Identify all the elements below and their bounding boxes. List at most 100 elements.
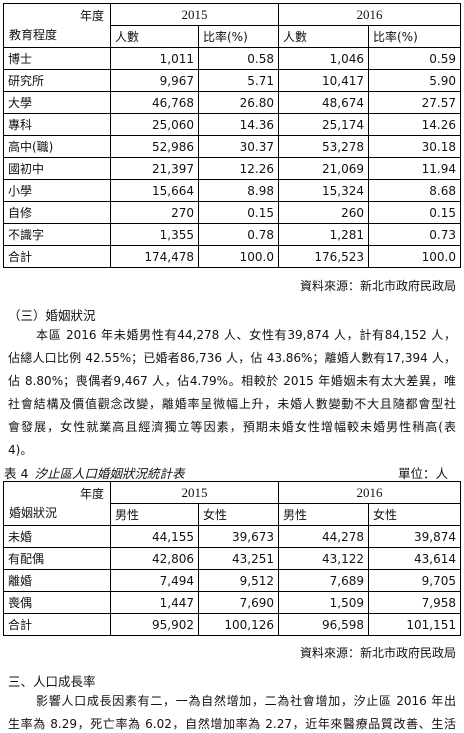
cell: 1,447: [110, 591, 199, 614]
row-label: 喪偶: [3, 591, 111, 614]
table-caption: 表 4 汐止區人口婚姻狀況統計表: [4, 463, 184, 482]
cell: 48,674: [278, 91, 369, 114]
data-row: 自修 270 0.15 260 0.15: [3, 201, 461, 224]
row-label: 有配偶: [3, 547, 111, 570]
cell: 0.73: [368, 223, 461, 246]
corner-top: 年度: [79, 9, 104, 23]
cell: 26.80: [198, 91, 279, 114]
cell: 96,598: [278, 613, 369, 636]
cell: 9,705: [368, 569, 461, 592]
data-row: 未婚 44,155 39,673 44,278 39,874: [3, 525, 461, 548]
header-row: 年度 婚姻狀況 2015 2016: [3, 481, 461, 526]
cell: 101,151: [368, 613, 461, 636]
unit-note: 單位：人: [397, 466, 448, 481]
year-header: 2016: [278, 3, 461, 26]
cell: 39,673: [198, 525, 279, 548]
cell: 5.71: [198, 69, 279, 92]
cell: 5.90: [368, 69, 461, 92]
cell: 43,251: [198, 547, 279, 570]
row-label: 博士: [3, 47, 111, 70]
education-table: 年度 教育程度 2015 2016 人數 比率(%) 人數 比率(%) 博士 1,011 0.58 1…: [3, 3, 461, 268]
cell: 25,174: [278, 113, 369, 136]
cell: 11.94: [368, 157, 461, 180]
cell: 53,278: [278, 135, 369, 158]
column-header: 男性: [278, 503, 369, 526]
corner-top: 年度: [79, 487, 104, 501]
source-note: 資料來源：新北市政府民政局: [299, 646, 456, 660]
cell: 12.26: [198, 157, 279, 180]
cell: 39,874: [368, 525, 461, 548]
cell: 14.36: [198, 113, 279, 136]
cell: 0.58: [198, 47, 279, 70]
cell: 21,069: [278, 157, 369, 180]
text-line: 4)。: [8, 443, 33, 457]
column-header: 男性: [110, 503, 199, 526]
cell: 9,967: [110, 69, 199, 92]
cell: 9,512: [198, 569, 279, 592]
row-label: 高中(職): [3, 135, 111, 158]
row-label: 未婚: [3, 525, 111, 548]
data-row: 專科 25,060 14.36 25,174 14.26: [3, 113, 461, 136]
row-label: 專科: [3, 113, 111, 136]
data-row: 大學 46,768 26.80 48,674 27.57: [3, 91, 461, 114]
data-row: 不識字 1,355 0.78 1,281 0.73: [3, 223, 461, 246]
data-row: 小學 15,664 8.98 15,324 8.68: [3, 179, 461, 202]
cell: 0.59: [368, 47, 461, 70]
cell: 27.57: [368, 91, 461, 114]
text-line: 影響人口成長因素有二，一為自然增加，二為社會增加，汐止區 2016 年出: [36, 694, 456, 708]
cell: 21,397: [110, 157, 199, 180]
row-label: 小學: [3, 179, 111, 202]
row-label: 合計: [3, 245, 111, 268]
corner-bottom: 教育程度: [9, 28, 58, 42]
row-label: 研究所: [3, 69, 111, 92]
cell: 260: [278, 201, 369, 224]
column-header: 人數: [278, 25, 369, 48]
column-header: 女性: [368, 503, 461, 526]
cell: 43,614: [368, 547, 461, 570]
row-label: 大學: [3, 91, 111, 114]
cell: 7,958: [368, 591, 461, 614]
corner-cell: 年度教育程度: [3, 3, 111, 48]
cell: 1,355: [110, 223, 199, 246]
text-line: 本區 2016 年未婚男性有44,278 人、女性有39,874 人，計有84,…: [36, 328, 456, 342]
cell: 0.78: [198, 223, 279, 246]
row-label: 不識字: [3, 223, 111, 246]
row-label: 國初中: [3, 157, 111, 180]
row-label: 合計: [3, 613, 111, 636]
row-label: 離婚: [3, 569, 111, 592]
text-line: 生率為 8.29，死亡率為 6.02，自然增加率為 2.27，近年來醫療品質改善…: [8, 717, 456, 731]
cell: 7,690: [198, 591, 279, 614]
cell: 15,324: [278, 179, 369, 202]
source-note: 資料來源：新北市政府民政局: [299, 279, 456, 293]
year-header: 2015: [110, 3, 279, 26]
section-heading: （三）婚姻狀況: [8, 308, 96, 323]
cell: 14.26: [368, 113, 461, 136]
text-line: 社會結構及價值觀念改變，離婚率呈微幅上升，未婚人數變動不大且隨都會型社: [8, 397, 456, 411]
cell: 100,126: [198, 613, 279, 636]
cell: 7,494: [110, 569, 199, 592]
cell: 7,689: [278, 569, 369, 592]
data-row: 離婚 7,494 9,512 7,689 9,705: [3, 569, 461, 592]
data-row: 研究所 9,967 5.71 10,417 5.90: [3, 69, 461, 92]
data-row: 合計 174,478 100.0 176,523 100.0: [3, 245, 461, 268]
cell: 25,060: [110, 113, 199, 136]
cell: 1,281: [278, 223, 369, 246]
cell: 176,523: [278, 245, 369, 268]
text-line: 佔總人口比例 42.55%；已婚者86,736 人，佔 43.86%；離婚人數有…: [8, 351, 456, 365]
cell: 1,509: [278, 591, 369, 614]
column-header: 人數: [110, 25, 199, 48]
cell: 10,417: [278, 69, 369, 92]
cell: 52,986: [110, 135, 199, 158]
cell: 174,478: [110, 245, 199, 268]
text-line: 會發展，女性就業高且經濟獨立等因素，預期未婚女性增幅較未婚男性稍高(表: [8, 420, 456, 434]
corner-cell: 年度 婚姻狀況: [3, 481, 111, 526]
data-row: 高中(職) 52,986 30.37 53,278 30.18: [3, 135, 461, 158]
year-header: 2016: [278, 481, 461, 504]
caption-number: 表 4: [4, 466, 29, 481]
cell: 1,011: [110, 47, 199, 70]
cell: 270: [110, 201, 199, 224]
year-header: 2015: [110, 481, 279, 504]
header-row: 年度 教育程度 2015 2016: [3, 3, 461, 48]
data-row: 國初中 21,397 12.26 21,069 11.94: [3, 157, 461, 180]
